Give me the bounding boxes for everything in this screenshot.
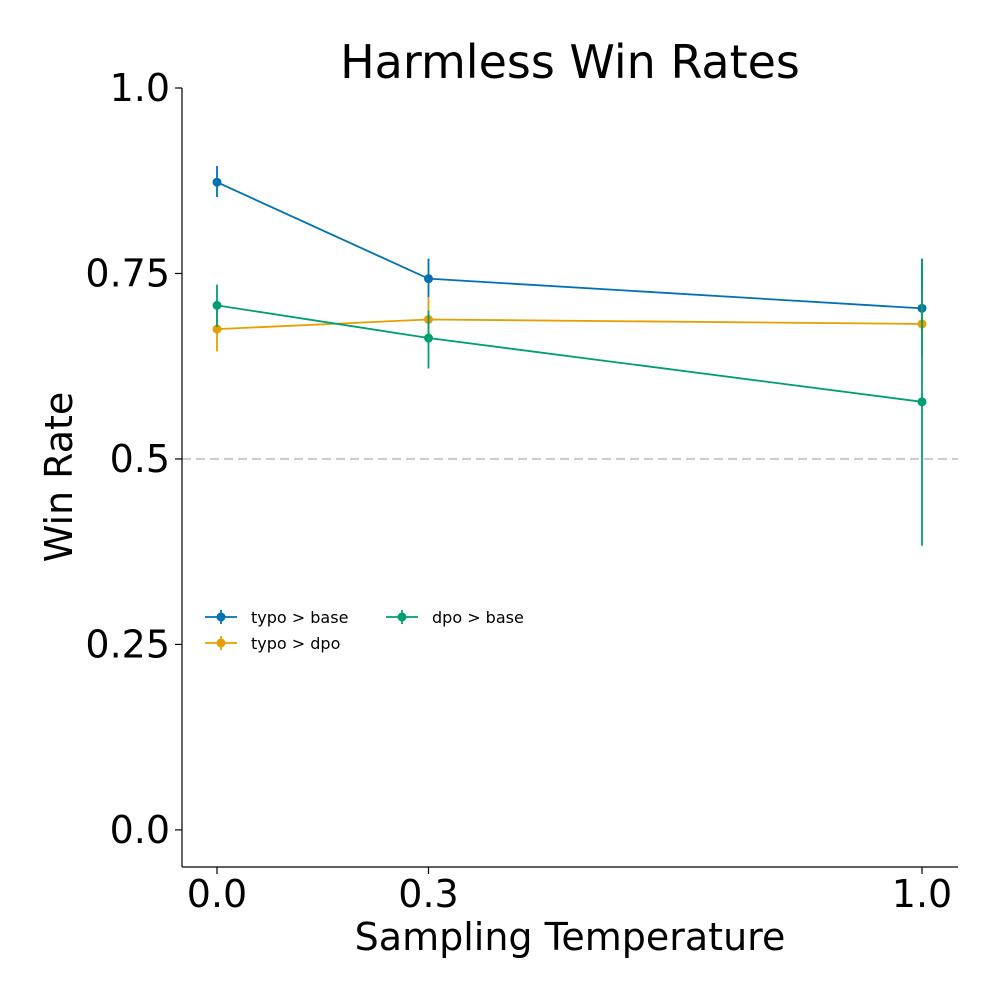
data-point <box>424 274 433 284</box>
chart-title: Harmless Win Rates <box>340 35 800 89</box>
legend-label: typo > dpo <box>251 634 340 653</box>
series-layer <box>212 165 927 546</box>
data-point <box>212 177 222 187</box>
legend-marker <box>216 638 226 648</box>
data-point <box>917 397 927 407</box>
y-tick-label: 0.25 <box>85 622 170 666</box>
series-dpo-base <box>212 258 927 546</box>
legend-label: typo > base <box>251 608 348 627</box>
y-tick-label: 1.0 <box>110 66 170 110</box>
y-tick-label: 0.75 <box>85 251 170 295</box>
legend: typo > base typo > dpo dpo > base <box>205 608 524 653</box>
y-ticks: 0.0 0.25 0.5 0.75 1.0 <box>85 66 182 852</box>
series-typo-base <box>212 165 927 356</box>
legend-item: typo > base <box>205 608 348 627</box>
plot-area <box>182 165 958 546</box>
legend-marker <box>216 612 226 622</box>
legend-label: dpo > base <box>432 608 524 627</box>
data-point <box>212 300 222 310</box>
x-axis-label: Sampling Temperature <box>355 915 786 959</box>
series-line <box>216 304 923 403</box>
y-axis-label: Win Rate <box>37 392 81 563</box>
y-tick-label: 0.0 <box>110 808 170 852</box>
legend-item: dpo > base <box>386 608 524 627</box>
legend-item: typo > dpo <box>205 634 340 653</box>
data-point <box>212 324 222 334</box>
data-point <box>424 333 433 343</box>
x-tick-label: 0.0 <box>187 872 247 916</box>
x-tick-label: 1.0 <box>892 872 952 916</box>
x-ticks: 0.0 0.3 1.0 <box>187 867 952 916</box>
x-tick-label: 0.3 <box>398 872 458 916</box>
legend-marker <box>397 612 407 622</box>
series-line <box>216 181 923 310</box>
y-tick-label: 0.5 <box>110 437 170 481</box>
